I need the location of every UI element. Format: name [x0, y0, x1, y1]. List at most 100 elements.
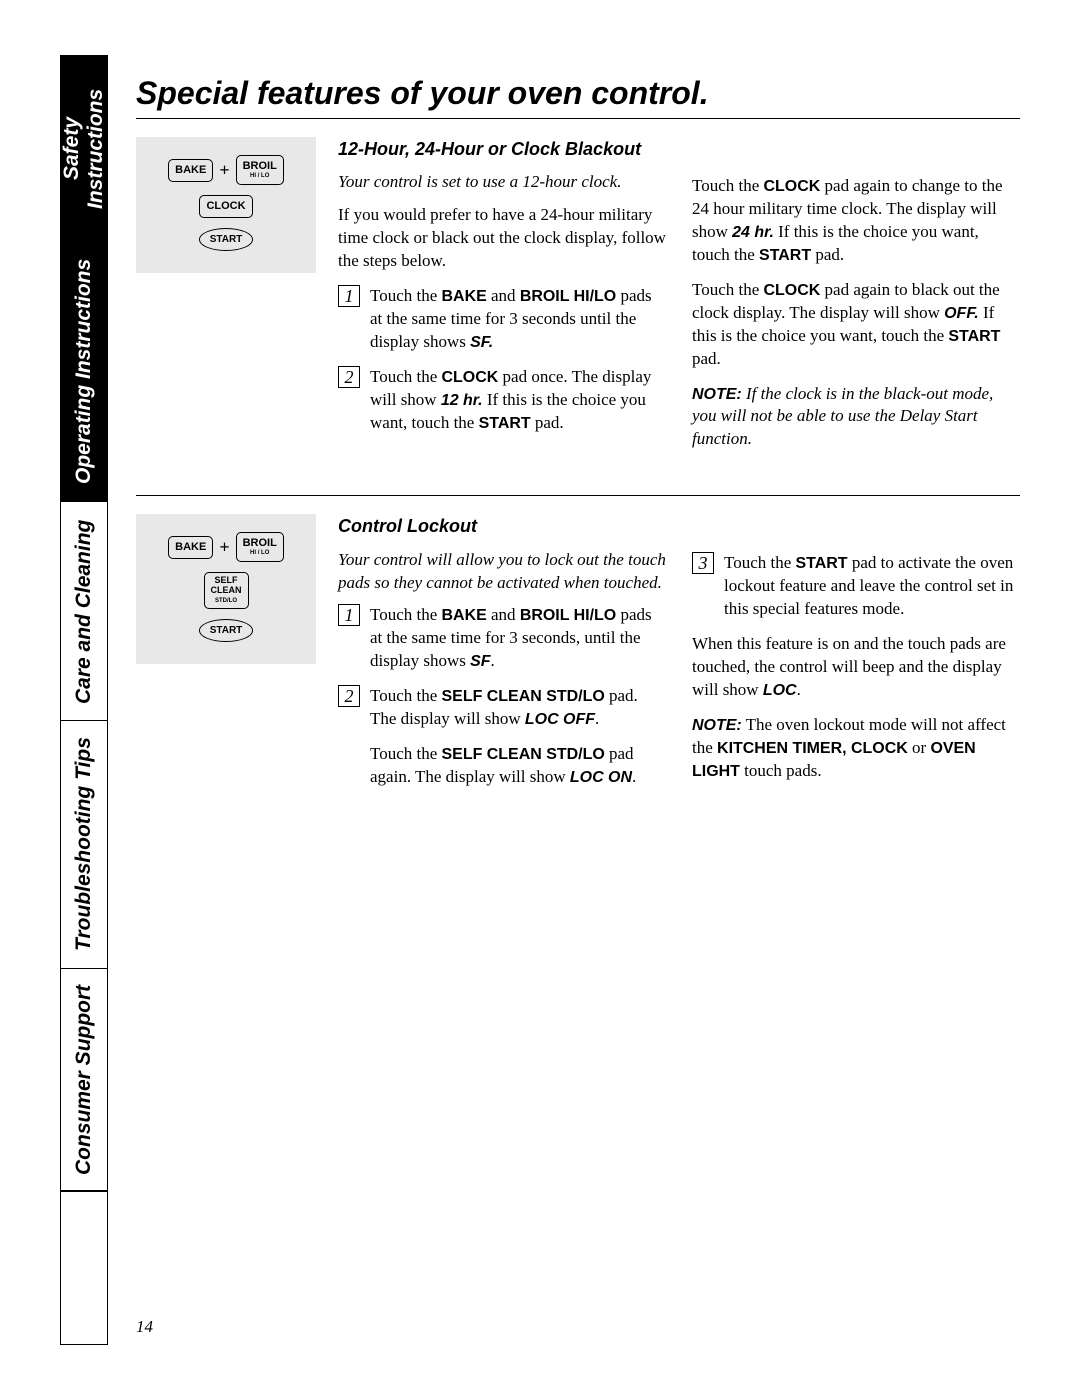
section1-r2: Touch the CLOCK pad again to black out t…: [692, 279, 1020, 371]
t: 12 hr.: [441, 392, 483, 409]
section1-step2-body: Touch the CLOCK pad once. The display wi…: [370, 366, 666, 435]
section2-text: Control Lockout Your control will allow …: [338, 514, 1020, 801]
plus-icon: +: [219, 160, 229, 181]
t: Touch the: [370, 686, 442, 705]
section2-p2: Touch the SELF CLEAN STD/LO pad again. T…: [338, 743, 666, 789]
t: KITCHEN TIMER, CLOCK: [717, 740, 908, 757]
tab-safety: Safety Instructions: [61, 56, 107, 241]
t: or: [908, 738, 931, 757]
t: SELF CLEAN STD/LO: [442, 746, 605, 763]
step-number-3: 3: [692, 552, 714, 574]
broil-label-2: BROIL: [243, 537, 277, 549]
section2-step1-body: Touch the BAKE and BROIL HI/LO pads at t…: [370, 604, 666, 673]
section2-step3-body: Touch the START pad to activate the oven…: [724, 552, 1020, 621]
bake-button-icon-2: BAKE: [168, 536, 213, 559]
section2-intro: Your control will allow you to lock out …: [338, 549, 666, 595]
t: When this feature is on and the touch pa…: [692, 634, 1006, 699]
self-clean-l2: CLEAN: [211, 585, 242, 595]
t: START: [948, 328, 1000, 345]
tab-consumer: Consumer Support: [61, 969, 107, 1191]
broil-button-icon: BROIL HI / LO: [236, 155, 284, 185]
manual-page: Safety Instructions Operating Instructio…: [60, 55, 1020, 1345]
step-number-2b: 2: [338, 685, 360, 707]
page-content: Special features of your oven control. B…: [108, 55, 1020, 1345]
self-clean-button-icon: SELF CLEAN STD/LO: [204, 572, 249, 608]
t: BAKE: [442, 288, 487, 305]
t: CLOCK: [764, 178, 821, 195]
t: START: [479, 415, 531, 432]
t: touch pads.: [740, 761, 822, 780]
step-number-2: 2: [338, 366, 360, 388]
t: .: [595, 709, 599, 728]
section1-step1: 1 Touch the BAKE and BROIL HI/LO pads at…: [338, 285, 666, 354]
diagram-col-1: BAKE + BROIL HI / LO CLOCK START: [136, 137, 316, 463]
section2-step1: 1 Touch the BAKE and BROIL HI/LO pads at…: [338, 604, 666, 673]
t: .: [797, 680, 801, 699]
section2-step2-body: Touch the SELF CLEAN STD/LO pad. The dis…: [370, 685, 666, 731]
section2-col-left: Control Lockout Your control will allow …: [338, 514, 666, 801]
side-tab-bar: Safety Instructions Operating Instructio…: [60, 55, 108, 1345]
tab-spacer: [61, 1191, 107, 1344]
section2-step2: 2 Touch the SELF CLEAN STD/LO pad. The d…: [338, 685, 666, 731]
broil-sub-label: HI / LO: [243, 173, 277, 179]
t: .: [632, 767, 636, 786]
broil-label: BROIL: [243, 160, 277, 172]
section1-p1: If you would prefer to have a 24-hour mi…: [338, 204, 666, 273]
diagram-col-2: BAKE + BROIL HI / LO SELF CLEAN STD/LO S…: [136, 514, 316, 801]
section1-heading: 12-Hour, 24-Hour or Clock Blackout: [338, 137, 666, 161]
t: Touch the: [370, 605, 442, 624]
t: Touch the: [724, 553, 796, 572]
t: Touch the: [692, 176, 764, 195]
t: CLOCK: [764, 282, 821, 299]
t: SF: [470, 653, 490, 670]
section1-r1: Touch the CLOCK pad again to change to t…: [692, 175, 1020, 267]
section1-step1-body: Touch the BAKE and BROIL HI/LO pads at t…: [370, 285, 666, 354]
title-rule: [136, 118, 1020, 119]
bake-button-icon: BAKE: [168, 159, 213, 182]
t: BROIL HI/LO: [520, 607, 616, 624]
t: Touch the: [692, 280, 764, 299]
page-number: 14: [136, 1317, 153, 1337]
t: NOTE:: [692, 717, 742, 734]
section2-r2: When this feature is on and the touch pa…: [692, 633, 1020, 702]
t: OFF.: [944, 305, 979, 322]
t: pad.: [811, 245, 844, 264]
diagram-row-bake-broil-2: BAKE + BROIL HI / LO: [168, 532, 284, 562]
plus-icon-2: +: [219, 537, 229, 558]
t: pad.: [692, 349, 721, 368]
t: LOC OFF: [525, 711, 595, 728]
section2-step3: 3 Touch the START pad to activate the ov…: [692, 552, 1020, 621]
t: BROIL HI/LO: [520, 288, 616, 305]
section1-text: 12-Hour, 24-Hour or Clock Blackout Your …: [338, 137, 1020, 463]
t: SF.: [470, 334, 493, 351]
section-divider: [136, 495, 1020, 496]
section-clock: BAKE + BROIL HI / LO CLOCK START 12-Hour…: [136, 137, 1020, 463]
step-number-1b: 1: [338, 604, 360, 626]
t: and: [487, 605, 520, 624]
t: START: [759, 247, 811, 264]
t: START: [796, 555, 848, 572]
section1-intro: Your control is set to use a 12-hour clo…: [338, 171, 666, 194]
t: BAKE: [442, 607, 487, 624]
broil-sub-label-2: HI / LO: [243, 550, 277, 556]
t: NOTE:: [692, 386, 742, 403]
broil-button-icon-2: BROIL HI / LO: [236, 532, 284, 562]
t: LOC ON: [570, 769, 632, 786]
section-lockout: BAKE + BROIL HI / LO SELF CLEAN STD/LO S…: [136, 514, 1020, 801]
diagram-row-bake-broil: BAKE + BROIL HI / LO: [168, 155, 284, 185]
t: pad.: [531, 413, 564, 432]
t: 24 hr.: [732, 224, 774, 241]
t: Touch the: [370, 286, 442, 305]
t: and: [487, 286, 520, 305]
clock-button-icon: CLOCK: [199, 195, 252, 218]
tab-care: Care and Cleaning: [61, 503, 107, 721]
section2-col-right: 3 Touch the START pad to activate the ov…: [692, 514, 1020, 801]
tab-troubleshooting: Troubleshooting Tips: [61, 721, 107, 969]
diagram-clock: BAKE + BROIL HI / LO CLOCK START: [136, 137, 316, 273]
t: SELF CLEAN STD/LO: [442, 688, 605, 705]
page-title: Special features of your oven control.: [136, 75, 1020, 112]
tab-operating: Operating Instructions: [61, 241, 107, 503]
start-button-icon-2: START: [199, 619, 254, 642]
step-number-1: 1: [338, 285, 360, 307]
section2-heading: Control Lockout: [338, 514, 666, 538]
